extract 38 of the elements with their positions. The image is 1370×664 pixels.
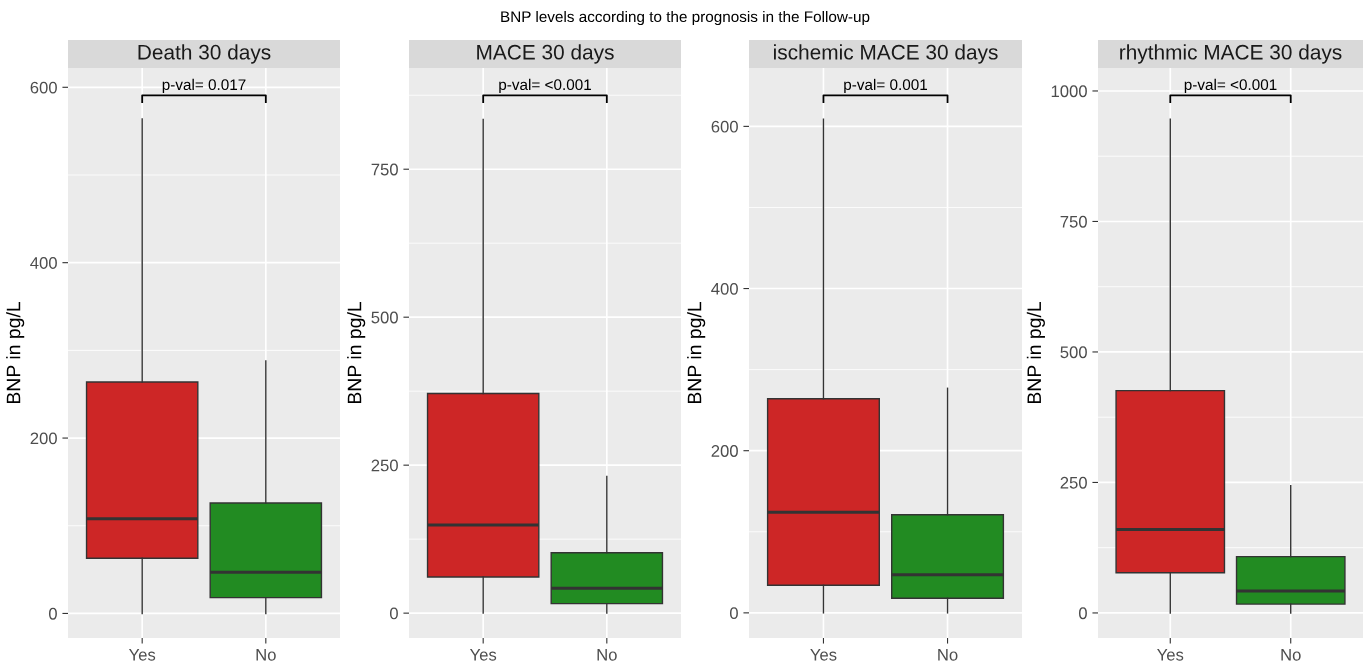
y-tick-label: 400 — [711, 282, 738, 295]
y-tick-label: 1000 — [1051, 85, 1087, 98]
annotation: p-val= <0.001 — [499, 78, 591, 94]
y-tick-label: 500 — [1060, 346, 1087, 359]
chart-title: MACE 30 days — [477, 44, 614, 64]
chart-title: ischemic MACE 30 days — [774, 44, 998, 64]
chart-title: Death 30 days — [138, 44, 271, 64]
y-tick-label: 200 — [711, 445, 738, 457]
x-tick-label: No — [938, 649, 958, 661]
y-tick-label: 500 — [371, 311, 398, 324]
y-tick-label: 200 — [30, 432, 57, 445]
y-tick-label: 750 — [1060, 215, 1087, 228]
x-tick-label: No — [597, 649, 617, 661]
y-axis-title: BNP in pg/L — [6, 301, 25, 404]
y-tick-label: 400 — [30, 257, 57, 269]
x-tick-label: No — [1281, 649, 1301, 661]
y-tick-label: 0 — [48, 607, 57, 620]
y-tick-label: 0 — [389, 607, 398, 620]
y-tick-label: 0 — [1078, 607, 1087, 620]
y-axis-title: BNP in pg/L — [687, 301, 706, 404]
x-tick-label: Yes — [128, 649, 156, 661]
annotation: p-val= 0.017 — [162, 78, 246, 94]
chart-title: rhythmic MACE 30 days — [1120, 44, 1342, 64]
y-axis-title: BNP in pg/L — [347, 301, 366, 404]
x-tick-label: Yes — [469, 649, 497, 661]
y-axis-title: BNP in pg/L — [1026, 301, 1045, 404]
annotation: p-val= 0.001 — [844, 78, 928, 94]
y-tick-label: 750 — [371, 163, 398, 176]
x-tick-label: Yes — [810, 649, 837, 661]
x-tick-label: Yes — [1157, 649, 1184, 661]
y-tick-label: 250 — [1060, 476, 1087, 489]
y-tick-label: 250 — [371, 459, 398, 472]
y-tick-label: 600 — [711, 120, 738, 133]
y-tick-label: 600 — [30, 81, 57, 94]
y-tick-label: 0 — [729, 607, 738, 620]
text: BNP levels according to the prognosis in the Follow-up — [501, 10, 870, 26]
x-tick-label: No — [256, 649, 276, 661]
annotation: p-val= <0.001 — [1184, 78, 1277, 94]
